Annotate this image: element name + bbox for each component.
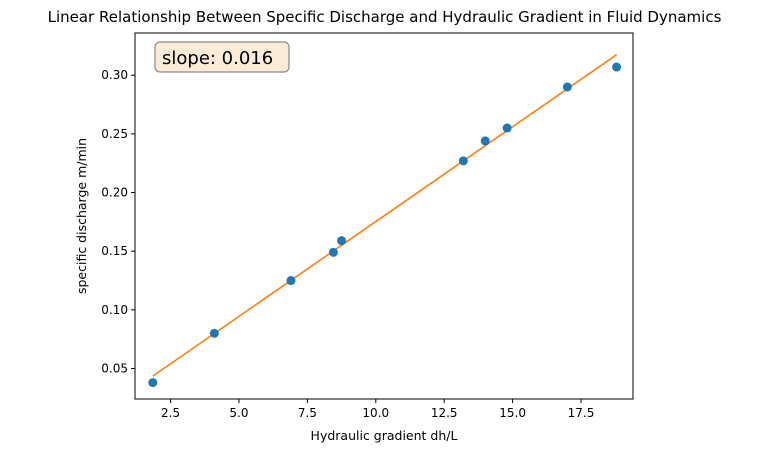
data-point xyxy=(562,82,572,92)
x-axis-label: Hydraulic gradient dh/L xyxy=(311,428,458,443)
annotation-text: slope: 0.016 xyxy=(162,48,273,69)
x-tick-label: 10.0 xyxy=(362,406,389,420)
y-tick-label: 0.15 xyxy=(101,244,128,258)
data-point xyxy=(502,123,512,133)
x-tick-label: 12.5 xyxy=(431,406,458,420)
data-points xyxy=(148,62,622,388)
x-tick-label: 15.0 xyxy=(499,406,526,420)
data-point xyxy=(337,236,347,246)
fit-line xyxy=(152,54,618,377)
slope-annotation: slope: 0.016 xyxy=(154,41,290,73)
x-tick-label: 7.5 xyxy=(298,406,317,420)
x-tick-label: 5.0 xyxy=(229,406,248,420)
data-point xyxy=(612,62,622,72)
data-point xyxy=(209,328,219,338)
plot-area: 2.5 5.0 7.5 10.0 12.5 15.0 17.5 0.050.100.150.… xyxy=(101,32,634,420)
data-point xyxy=(458,156,468,166)
y-tick-label: 0.05 xyxy=(101,362,128,376)
y-tick-label: 0.10 xyxy=(101,303,128,317)
annotation-box xyxy=(154,41,290,73)
y-axis-label: specific discharge m/min xyxy=(74,138,89,294)
y-tick-label: 0.20 xyxy=(101,186,128,200)
data-point xyxy=(148,378,158,388)
fit-line-layer xyxy=(152,54,618,377)
y-tick-label: 0.30 xyxy=(101,68,128,82)
x-axis-ticks: 2.5 5.0 7.5 10.0 12.5 15.0 17.5 xyxy=(161,399,594,420)
axes-frame xyxy=(134,32,634,400)
data-point xyxy=(286,276,296,286)
chart-title: Linear Relationship Between Specific Dis… xyxy=(48,8,722,26)
y-axis-ticks: 0.05 0.10 0.15 0.20 0.25 0.30 xyxy=(101,68,135,376)
x-tick-label: 17.5 xyxy=(568,406,595,420)
x-tick-label: 2.5 xyxy=(161,406,180,420)
data-point xyxy=(480,136,490,146)
data-point xyxy=(328,247,338,257)
y-tick-label: 0.25 xyxy=(101,127,128,141)
